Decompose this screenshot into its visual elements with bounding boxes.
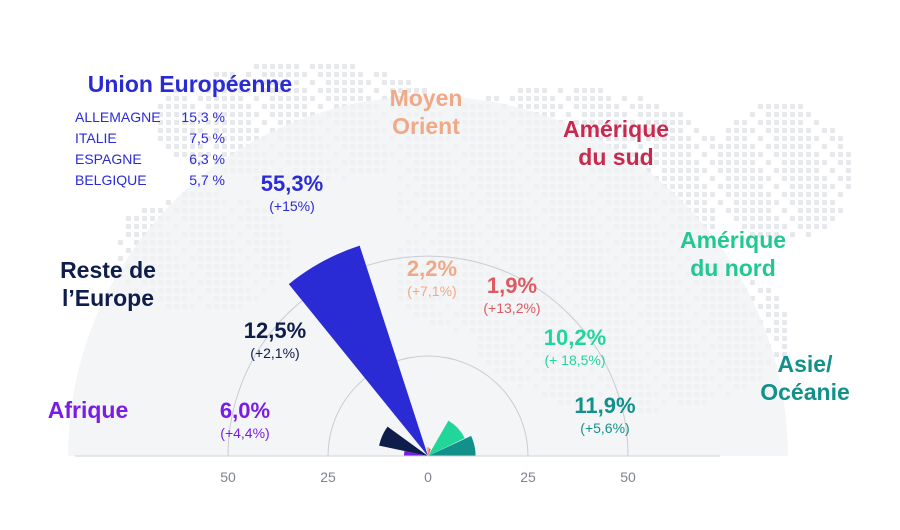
change-label: (+ 18,5%) (544, 352, 605, 368)
value-label: 10,2% (544, 325, 606, 350)
eu-country: ITALIE (75, 130, 117, 146)
value-label: 6,0% (220, 398, 270, 423)
eu-country: ESPAGNE (75, 151, 142, 167)
tick-label: 50 (620, 469, 636, 485)
grid-rings (227, 255, 629, 457)
value-label: 55,3% (261, 171, 323, 196)
change-label: (+13,2%) (483, 300, 540, 316)
tick-label: 25 (320, 469, 336, 485)
change-label: (+15%) (269, 198, 315, 214)
value-label: 11,9% (574, 393, 635, 418)
bars (288, 245, 476, 456)
value-label: 12,5% (244, 318, 306, 343)
eu-value: 7,5 % (189, 130, 225, 146)
tick-label: 0 (424, 469, 432, 485)
value-label: 2,2% (407, 256, 457, 281)
eu-country: BELGIQUE (75, 172, 147, 188)
axis-ticks: 50 25 0 25 50 (220, 469, 636, 485)
tick-label: 25 (520, 469, 536, 485)
grid-ring (227, 255, 629, 457)
bar-amerique-du-sud (428, 448, 431, 456)
region-label-amerique-du-nord: Amérique du nord (680, 227, 786, 281)
change-label: (+4,4%) (220, 425, 269, 441)
background-dome (68, 96, 788, 456)
value-labels: 6,0% (+4,4%) 12,5% (+2,1%) 55,3% (+15%) 2,2% (+… (220, 171, 636, 441)
value-label: 1,9% (487, 273, 537, 298)
region-label-amerique-du-sud: Amérique du sud (563, 116, 669, 170)
region-labels: Afrique Reste de l’Europe Union Européenne M… (48, 71, 850, 423)
region-label-union-europeenne: Union Européenne (88, 71, 292, 97)
region-label-reste-de-l-europe: Reste de l’Europe (60, 257, 156, 311)
tick-label: 50 (220, 469, 236, 485)
eu-value: 15,3 % (181, 109, 225, 125)
change-label: (+7,1%) (407, 283, 456, 299)
region-label-asie-oceanie: Asie/Océanie (760, 351, 850, 405)
bar-amerique-du-nord (428, 420, 465, 456)
bar-reste-de-l-europe (379, 426, 428, 456)
eu-value: 5,7 % (189, 172, 225, 188)
bar-union-europeenne (288, 245, 428, 456)
eu-breakdown-table: ALLEMAGNE 15,3 % ITALIE 7,5 % ESPAGNE 6,3 % BE… (75, 109, 225, 188)
eu-value: 6,3 % (189, 151, 225, 167)
bar-afrique (404, 451, 428, 456)
region-label-moyen-orient: Moyen Orient (390, 85, 463, 139)
change-label: (+2,1%) (250, 345, 299, 361)
grid-ring (327, 355, 529, 457)
eu-country: ALLEMAGNE (75, 109, 161, 125)
region-label-afrique: Afrique (48, 397, 129, 423)
change-label: (+5,6%) (580, 420, 629, 436)
bar-moyen-orient (426, 447, 430, 456)
bar-asie-oceanie (428, 435, 476, 456)
